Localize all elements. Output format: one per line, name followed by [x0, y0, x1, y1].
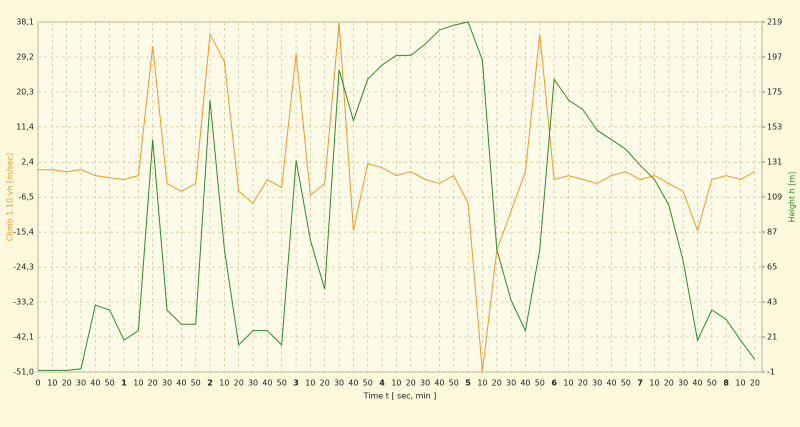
x-tick-label: 20	[62, 379, 72, 388]
x-tick-label: 7	[637, 379, 643, 388]
x-tick-label: 20	[664, 379, 674, 388]
x-tick-label: 50	[449, 379, 459, 388]
x-tick-label: 20	[406, 379, 416, 388]
x-tick-label: 30	[248, 379, 258, 388]
y2-tick-label: 43	[767, 298, 777, 307]
y-tick-label: -33,2	[13, 298, 34, 307]
x-tick-label: 20	[492, 379, 502, 388]
x-tick-label: 10	[735, 379, 745, 388]
x-tick-label: 30	[76, 379, 86, 388]
x-tick-label: 50	[363, 379, 373, 388]
x-tick-label: 6	[551, 379, 557, 388]
x-tick-label: 10	[133, 379, 143, 388]
y2-tick-label: 131	[767, 158, 782, 167]
x-tick-label: 40	[262, 379, 272, 388]
x-tick-label: 50	[191, 379, 201, 388]
y-tick-label: -51,0	[13, 368, 34, 377]
y-tick-label: 29,2	[16, 52, 34, 61]
y-tick-label: -42,1	[13, 333, 34, 342]
x-tick-label: 0	[35, 379, 40, 388]
y-tick-label: -24,3	[13, 263, 34, 272]
y-tick-label: 2,4	[21, 158, 34, 167]
y2-tick-label: 65	[767, 263, 777, 272]
x-tick-label: 10	[563, 379, 573, 388]
x-tick-label: 20	[234, 379, 244, 388]
x-tick-label: 10	[477, 379, 487, 388]
series-line	[38, 22, 756, 373]
y2-tick-label: 175	[767, 88, 782, 97]
y-tick-label: 11,4	[16, 122, 34, 131]
x-tick-label: 40	[176, 379, 186, 388]
x-tick-label: 40	[348, 379, 358, 388]
x-tick-label: 5	[465, 379, 471, 388]
x-tick-label: 20	[148, 379, 158, 388]
x-axis-label: Time t [ sec, min ]	[363, 392, 437, 401]
x-tick-label: 10	[47, 379, 57, 388]
y2-tick-label: 21	[767, 333, 777, 342]
y-tick-label: -15,4	[13, 228, 34, 237]
x-tick-label: 40	[434, 379, 444, 388]
x-tick-label: 10	[649, 379, 659, 388]
y2-tick-label: 219	[767, 18, 782, 27]
x-tick-label: 30	[162, 379, 172, 388]
x-tick-label: 8	[723, 379, 729, 388]
x-tick-label: 40	[692, 379, 702, 388]
x-tick-label: 2	[207, 379, 213, 388]
y2-tick-label: 153	[767, 123, 782, 132]
y2-axis-label: Height h [m]	[788, 172, 797, 223]
x-tick-label: 50	[277, 379, 287, 388]
x-tick-label: 3	[293, 379, 299, 388]
x-tick-label: 30	[334, 379, 344, 388]
x-tick-label: 40	[606, 379, 616, 388]
x-tick-label: 30	[420, 379, 430, 388]
y2-tick-label: -1	[767, 368, 775, 377]
x-tick-label: 10	[219, 379, 229, 388]
y2-tick-label: 197	[767, 53, 782, 62]
x-tick-label: 50	[621, 379, 631, 388]
y-tick-label: 20,3	[16, 87, 34, 96]
y2-tick-label: 109	[767, 193, 782, 202]
x-tick-label: 50	[105, 379, 115, 388]
x-tick-label: 4	[379, 379, 385, 388]
x-tick-label: 30	[506, 379, 516, 388]
x-tick-label: 10	[391, 379, 401, 388]
x-tick-label: 40	[520, 379, 530, 388]
y2-tick-label: 87	[767, 228, 777, 237]
x-tick-label: 10	[305, 379, 315, 388]
x-tick-label: 20	[320, 379, 330, 388]
x-tick-label: 20	[578, 379, 588, 388]
y-tick-label: -6,5	[18, 193, 34, 202]
x-tick-label: 40	[90, 379, 100, 388]
series-line	[38, 21, 756, 371]
x-tick-label: 30	[678, 379, 688, 388]
y-axis-label: Climb 1.10 vh [m/sec]	[6, 153, 15, 241]
y-tick-label: 38,1	[16, 18, 34, 27]
x-tick-label: 50	[535, 379, 545, 388]
x-tick-label: 1	[121, 379, 127, 388]
x-tick-label: 50	[707, 379, 717, 388]
x-tick-label: 30	[592, 379, 602, 388]
x-tick-label: 20	[750, 379, 760, 388]
